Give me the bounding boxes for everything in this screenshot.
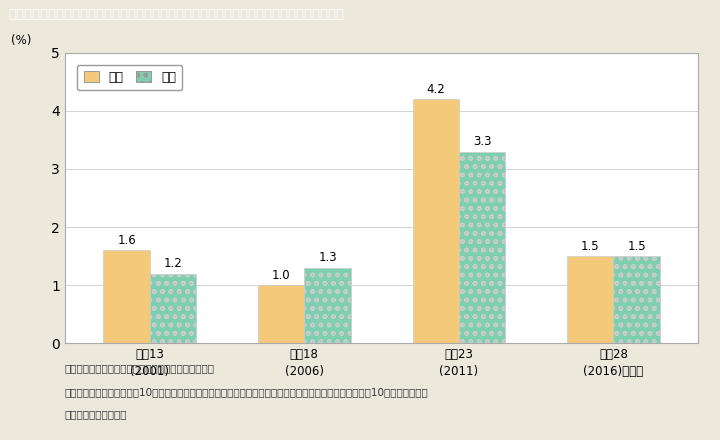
- Bar: [104, 250, 150, 343]
- Text: Ｉ－４－９図　災害に関係した活動（ボランティア活動）の男女別行動者率の推移（男女別）: Ｉ－４－９図 災害に関係した活動（ボランティア活動）の男女別行動者率の推移（男女…: [9, 8, 345, 22]
- Text: の割合。: の割合。: [65, 409, 127, 419]
- Text: 1.5: 1.5: [627, 240, 646, 253]
- Bar: [258, 285, 305, 343]
- Bar: [567, 256, 613, 343]
- Bar: [413, 99, 459, 343]
- Text: 1.5: 1.5: [581, 240, 600, 253]
- Text: ２．行動者率は，10歳以上人口に占める行動者数（過去１年間に該当する種類の活動を行った人（10歳以上）の数）: ２．行動者率は，10歳以上人口に占める行動者数（過去１年間に該当する種類の活動を…: [65, 387, 428, 397]
- Bar: [150, 274, 196, 343]
- Text: 1.2: 1.2: [163, 257, 182, 270]
- Text: 4.2: 4.2: [426, 83, 445, 96]
- Text: （備考）１．総務省「社会生活基本調査」より作成。: （備考）１．総務省「社会生活基本調査」より作成。: [65, 363, 215, 373]
- Bar: [613, 256, 660, 343]
- Bar: [305, 268, 351, 343]
- Bar: [459, 151, 505, 343]
- Text: 3.3: 3.3: [473, 135, 491, 148]
- Text: 1.3: 1.3: [318, 251, 337, 264]
- Text: 1.6: 1.6: [117, 234, 136, 247]
- Legend: 女性, 男性: 女性, 男性: [77, 65, 182, 90]
- Text: 1.0: 1.0: [272, 269, 290, 282]
- Text: (%): (%): [11, 34, 31, 47]
